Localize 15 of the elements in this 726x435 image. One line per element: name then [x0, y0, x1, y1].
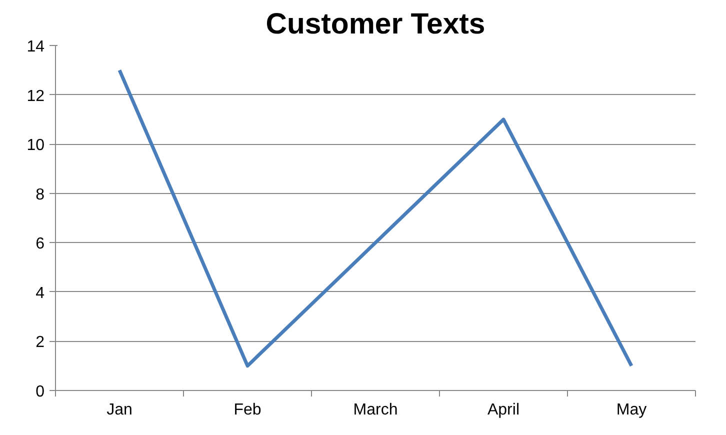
chart-title: Customer Texts [266, 8, 486, 40]
y-tick-label: 6 [36, 236, 45, 253]
y-tick-label: 10 [26, 137, 45, 154]
x-tick-label: April [487, 402, 520, 418]
y-tick-label: 4 [36, 284, 45, 302]
y-tick-label: 12 [26, 88, 45, 105]
y-tick-label: 2 [36, 334, 45, 352]
x-tick-label: Feb [234, 402, 262, 418]
line-series [118, 68, 634, 368]
y-tick-label: 0 [36, 384, 45, 400]
y-tick-label: 14 [26, 38, 45, 56]
x-tick-label: Jan [106, 402, 132, 418]
x-tick-label: May [616, 402, 647, 418]
y-tick-label: 8 [36, 186, 45, 204]
x-tick-label: March [353, 402, 398, 418]
